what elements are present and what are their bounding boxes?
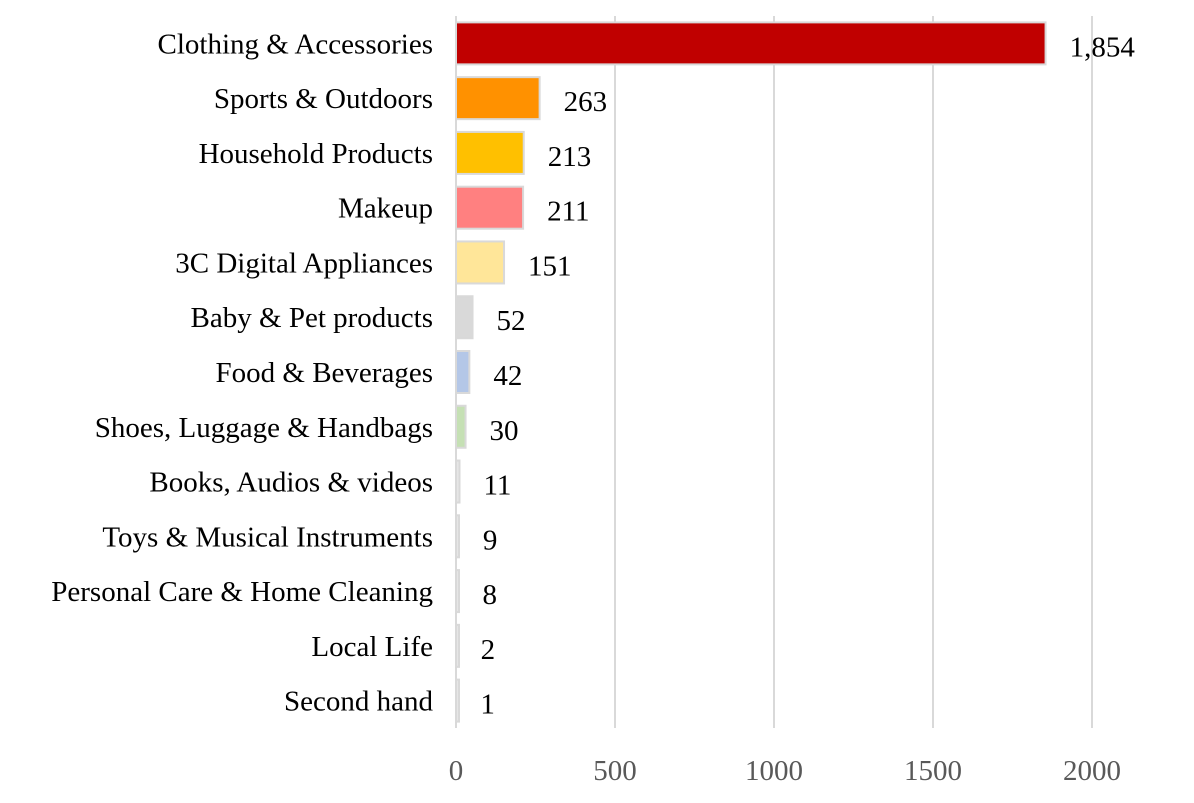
category-label: 3C Digital Appliances [175, 247, 433, 279]
category-label: Second hand [284, 686, 433, 718]
x-tick-label: 500 [593, 755, 637, 787]
bar [455, 240, 506, 285]
bar [455, 21, 1047, 66]
bar [455, 678, 460, 723]
bar-layer [455, 21, 1047, 723]
data-label: 263 [564, 86, 608, 118]
category-label: Household Products [199, 138, 433, 170]
bar [455, 459, 461, 504]
category-label: Clothing & Accessories [158, 28, 433, 60]
data-label: 1,854 [1070, 31, 1136, 63]
grid-layer [455, 16, 1093, 728]
bar [455, 130, 525, 175]
bar [455, 295, 474, 340]
data-label: 42 [493, 360, 522, 392]
category-label: Local Life [311, 631, 433, 663]
data-label: 151 [528, 250, 572, 282]
category-label: Makeup [338, 193, 433, 225]
data-label: 9 [483, 524, 498, 556]
category-label: Toys & Musical Instruments [102, 521, 433, 553]
x-tick-label: 0 [449, 755, 464, 787]
data-label: 8 [483, 579, 498, 611]
data-label: 213 [548, 141, 592, 173]
category-label: Sports & Outdoors [214, 83, 433, 115]
category-label: Food & Beverages [216, 357, 433, 389]
data-label: 1 [480, 689, 495, 721]
bar [455, 623, 460, 668]
data-label: 52 [497, 305, 526, 337]
label-layer: 0 500 1000 1500 2000 Clothing & Accessories 1,… [51, 28, 1135, 787]
bar [455, 569, 460, 614]
data-label: 2 [481, 634, 496, 666]
bar [455, 514, 460, 559]
bar [455, 350, 471, 394]
bar [455, 404, 467, 449]
x-tick-label: 1000 [745, 755, 803, 787]
category-label: Shoes, Luggage & Handbags [95, 412, 433, 444]
category-label: Personal Care & Home Cleaning [51, 576, 433, 608]
bar [455, 76, 541, 121]
data-label: 30 [490, 415, 519, 447]
data-label: 11 [483, 470, 511, 502]
category-label: Books, Audios & videos [149, 467, 433, 499]
x-tick-label: 1500 [904, 755, 962, 787]
bar [455, 185, 525, 230]
x-tick-label: 2000 [1063, 755, 1121, 787]
category-label: Baby & Pet products [191, 302, 433, 334]
data-label: 211 [547, 196, 589, 228]
